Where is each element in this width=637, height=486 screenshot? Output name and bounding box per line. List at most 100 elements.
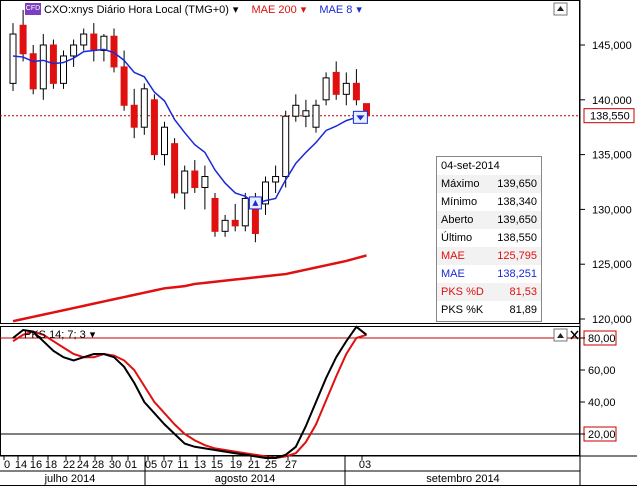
x-tick-label: 18 xyxy=(45,459,57,471)
candle-body xyxy=(140,88,148,128)
price-tick-label: 125,000 xyxy=(592,259,632,271)
x-tick-label: 19 xyxy=(230,459,242,471)
osc-tick-label: 20,00 xyxy=(588,429,616,441)
current-price-box xyxy=(583,108,635,124)
data-window-row: PKS %D 81,53 xyxy=(437,283,541,301)
data-window-row: Aberto 139,650 xyxy=(437,211,541,229)
month-label: julho 2014 xyxy=(44,473,96,485)
candle-body xyxy=(19,24,27,55)
mae200-label[interactable]: MAE 200 xyxy=(251,4,297,16)
candle-body xyxy=(262,181,269,205)
data-window: 04-set-2014 Máximo 139,650 Mínimo 138,340 Ab… xyxy=(436,156,542,322)
price-tick-label: 135,000 xyxy=(592,150,632,162)
candle-body xyxy=(171,143,179,194)
osc-tick-label: 60,00 xyxy=(588,365,616,377)
month-label: setembro 2014 xyxy=(426,473,499,485)
chevron-down-icon[interactable]: ▾ xyxy=(300,4,307,16)
data-window-row: MAE 125,795 xyxy=(437,247,541,265)
price-tick-label: 120,000 xyxy=(592,314,632,326)
candle-body xyxy=(9,33,17,84)
candle-body xyxy=(191,170,199,188)
price-tick-label: 140,000 xyxy=(592,95,632,107)
data-window-row: Máximo 139,650 xyxy=(437,175,541,193)
price-tick-label: 145,000 xyxy=(592,40,632,52)
mae200-line xyxy=(12,254,367,323)
data-window-row: Último 138,550 xyxy=(437,229,541,247)
cfd-badge: CFD xyxy=(25,3,41,15)
candle-body xyxy=(39,44,47,90)
data-window-value: 138,340 xyxy=(497,196,537,208)
data-window-value: 139,650 xyxy=(497,178,537,190)
osc-tick-label: 80,00 xyxy=(588,333,616,345)
pks-label[interactable]: PKS 14; 7; 3 xyxy=(24,329,86,341)
mae8-line xyxy=(12,48,367,205)
data-window-value: 125,795 xyxy=(497,250,537,262)
mae8-label[interactable]: MAE 8 xyxy=(319,4,353,16)
candle-body xyxy=(130,104,138,128)
candle-body xyxy=(211,197,219,232)
x-tick-label: 16 xyxy=(30,459,42,471)
oscillator-pane xyxy=(0,326,580,456)
close-icon[interactable] xyxy=(570,330,579,340)
data-window-value: 81,89 xyxy=(509,304,537,316)
price-tick-label: 130,000 xyxy=(592,204,632,216)
chevron-down-icon[interactable]: ▾ xyxy=(232,4,239,16)
arrow-up-icon xyxy=(557,333,564,338)
x-tick-label: 05 xyxy=(145,459,157,471)
x-tick-label: 07 xyxy=(161,459,173,471)
candle-body xyxy=(181,170,189,194)
data-window-label: Último xyxy=(441,232,473,244)
candle-body xyxy=(332,71,340,95)
oscillator-header: PKS 14; 7; 3 ▾ xyxy=(24,328,99,341)
x-tick-label: 21 xyxy=(248,459,260,471)
x-tick-label: 11 xyxy=(177,459,188,471)
x-tick-label: 27 xyxy=(285,459,297,471)
candle-body xyxy=(161,126,168,156)
data-window-value: 81,53 xyxy=(509,286,537,298)
arrow-down-icon xyxy=(356,115,365,121)
data-window-value: 139,650 xyxy=(497,214,537,226)
candle-body xyxy=(90,33,98,51)
data-window-label: PKS %D xyxy=(441,286,484,298)
osc-tick-label: 40,00 xyxy=(588,397,616,409)
x-tick-label: 24 xyxy=(77,459,89,471)
data-window-label: Mínimo xyxy=(441,196,478,208)
candle-body xyxy=(70,44,78,57)
chart-header: CXO:xnys Diário Hora Local (TMG+0) ▾ MAE … xyxy=(44,3,366,16)
candle-body xyxy=(241,197,249,227)
candle-body xyxy=(60,55,67,84)
x-tick-label: 25 xyxy=(265,459,277,471)
x-tick-label: 30 xyxy=(109,459,121,471)
candle-body xyxy=(282,115,290,178)
candle-body xyxy=(302,110,310,117)
candle-body xyxy=(120,66,128,106)
data-window-row: PKS %K 81,89 xyxy=(437,301,541,319)
pks-k-line xyxy=(12,325,368,459)
x-tick-label: 28 xyxy=(92,459,104,471)
data-window-value: 138,251 xyxy=(497,268,537,280)
data-window-value: 138,550 xyxy=(497,232,537,244)
candle-body xyxy=(29,53,37,90)
candle-body xyxy=(292,104,300,117)
chevron-down-icon[interactable]: ▾ xyxy=(89,329,96,341)
data-window-label: PKS %K xyxy=(441,304,484,316)
data-window-row: MAE 138,251 xyxy=(437,265,541,283)
candle-body xyxy=(221,219,229,232)
scroll-up-button[interactable] xyxy=(553,2,568,16)
candle-body xyxy=(201,176,209,188)
x-tick-label: 15 xyxy=(211,459,223,471)
x-tick-label: 13 xyxy=(194,459,206,471)
symbol-label[interactable]: CXO:xnys Diário Hora Local (TMG+0) xyxy=(44,4,229,16)
data-window-label: MAE xyxy=(441,250,465,262)
data-window-date: 04-set-2014 xyxy=(441,160,500,172)
close-pane-button[interactable] xyxy=(553,328,568,342)
candle-body xyxy=(80,33,88,46)
x-tick-label: 14 xyxy=(15,459,27,471)
chevron-down-icon[interactable]: ▾ xyxy=(356,4,362,16)
current-price-label: 138,550 xyxy=(590,111,630,123)
candle-body xyxy=(342,82,350,95)
month-label: agosto 2014 xyxy=(215,473,276,485)
data-window-label: MAE xyxy=(441,268,465,280)
x-tick-label: 22 xyxy=(63,459,75,471)
